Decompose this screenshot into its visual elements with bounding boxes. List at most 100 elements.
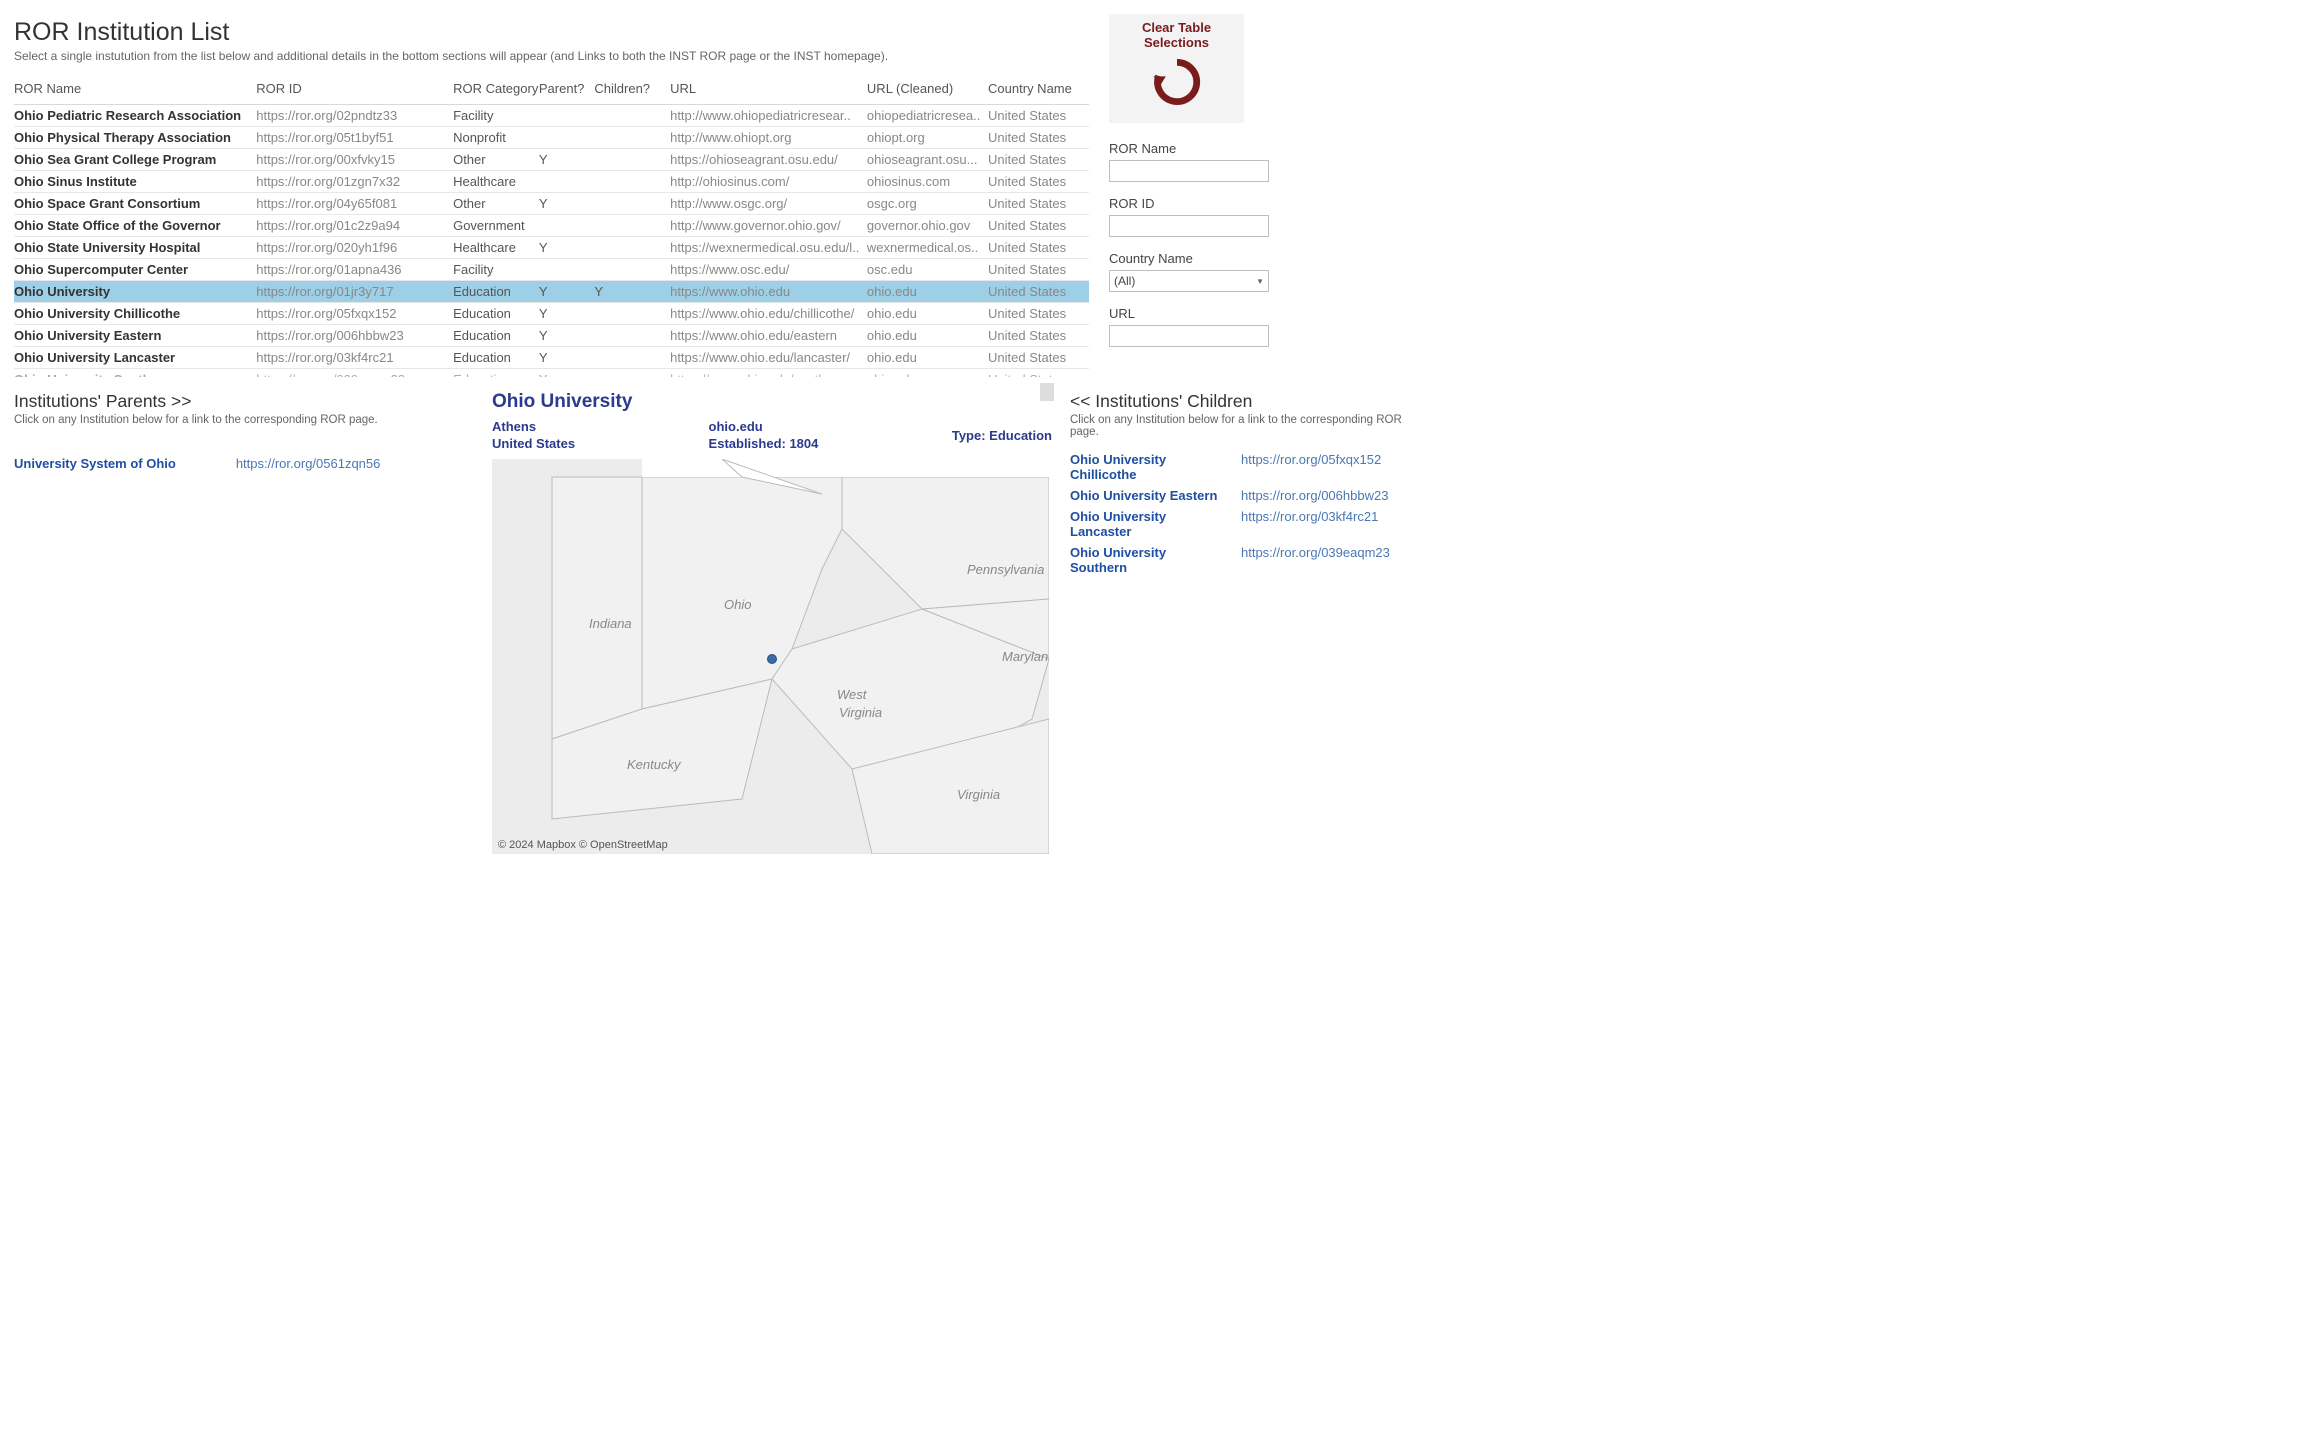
filter-ror-name: ROR Name [1109, 141, 1419, 182]
cell-url-cleaned: ohiopediatricresea.. [867, 105, 988, 127]
filter-ror-name-input[interactable] [1109, 160, 1269, 182]
table-row[interactable]: Ohio Pediatric Research Associationhttps… [14, 105, 1089, 127]
table-row[interactable]: Ohio University Chillicothehttps://ror.o… [14, 303, 1089, 325]
cell-url-cleaned: ohio.edu [867, 281, 988, 303]
table-row[interactable]: Ohio State Office of the Governorhttps:/… [14, 215, 1089, 237]
table-row[interactable]: Ohio Space Grant Consortiumhttps://ror.o… [14, 193, 1089, 215]
table-row[interactable]: Ohio Physical Therapy Associationhttps:/… [14, 127, 1089, 149]
cell-ror-id: https://ror.org/04y65f081 [256, 193, 453, 215]
cell-children-flag [594, 303, 670, 325]
cell-name: Ohio University Southern [14, 369, 256, 378]
child-link-row[interactable]: Ohio University Lancasterhttps://ror.org… [1070, 509, 1419, 539]
cell-children-flag [594, 105, 670, 127]
cell-children-flag [594, 215, 670, 237]
cell-url-cleaned: ohiopt.org [867, 127, 988, 149]
col-ror-name[interactable]: ROR Name [14, 77, 256, 105]
cell-parent-flag: Y [539, 347, 595, 369]
cell-name: Ohio University [14, 281, 256, 303]
detail-country: United States [492, 436, 575, 451]
cell-category: Education [453, 369, 539, 378]
cell-country: United States [988, 347, 1089, 369]
cell-url-cleaned: ohioseagrant.osu... [867, 149, 988, 171]
cell-ror-id: https://ror.org/039eaqm23 [256, 369, 453, 378]
detail-map[interactable]: OhioPennsylvaniaIndianaWestVirginiaMaryl… [492, 459, 1049, 854]
filter-ror-id-label: ROR ID [1109, 196, 1419, 211]
cell-children-flag [594, 193, 670, 215]
cell-category: Other [453, 149, 539, 171]
map-marker-icon [767, 654, 777, 664]
child-link-row[interactable]: Ohio University Southernhttps://ror.org/… [1070, 545, 1419, 575]
filters-panel: Clear Table Selections ROR Name ROR ID C… [1109, 14, 1419, 377]
detail-domain[interactable]: ohio.edu [709, 419, 819, 434]
filter-ror-id: ROR ID [1109, 196, 1419, 237]
cell-url-cleaned: osc.edu [867, 259, 988, 281]
cell-parent-flag [539, 259, 595, 281]
cell-url-cleaned: ohio.edu [867, 369, 988, 378]
cell-name: Ohio State University Hospital [14, 237, 256, 259]
cell-name: Ohio University Eastern [14, 325, 256, 347]
table-row[interactable]: Ohio Sinus Institutehttps://ror.org/01zg… [14, 171, 1089, 193]
table-row[interactable]: Ohio University Lancasterhttps://ror.org… [14, 347, 1089, 369]
parent-ror-url: https://ror.org/0561zqn56 [236, 456, 381, 471]
parent-link-row[interactable]: University System of Ohiohttps://ror.org… [14, 456, 474, 471]
cell-children-flag [594, 237, 670, 259]
child-institution-name: Ohio University Eastern [1070, 488, 1225, 503]
cell-country: United States [988, 303, 1089, 325]
scrollbar-thumb[interactable] [1040, 383, 1054, 401]
col-country[interactable]: Country Name [988, 77, 1089, 105]
cell-ror-id: https://ror.org/006hbbw23 [256, 325, 453, 347]
cell-url-cleaned: wexnermedical.os.. [867, 237, 988, 259]
institution-table: ROR Name ROR ID ROR Category Parent? Chi… [14, 77, 1089, 377]
table-header-row: ROR Name ROR ID ROR Category Parent? Chi… [14, 77, 1089, 105]
filter-country: Country Name (All) ▼ [1109, 251, 1419, 292]
table-row[interactable]: Ohio University Easternhttps://ror.org/0… [14, 325, 1089, 347]
filter-country-select[interactable]: (All) ▼ [1109, 270, 1269, 292]
cell-url-cleaned: osgc.org [867, 193, 988, 215]
cell-url-cleaned: ohio.edu [867, 347, 988, 369]
filter-country-label: Country Name [1109, 251, 1419, 266]
child-ror-url: https://ror.org/03kf4rc21 [1241, 509, 1378, 539]
table-row[interactable]: Ohio University Southernhttps://ror.org/… [14, 369, 1089, 378]
cell-category: Healthcare [453, 237, 539, 259]
cell-country: United States [988, 215, 1089, 237]
refresh-icon [1149, 54, 1205, 110]
child-institution-name: Ohio University Chillicothe [1070, 452, 1225, 482]
cell-name: Ohio Space Grant Consortium [14, 193, 256, 215]
parents-panel-sub: Click on any Institution below for a lin… [14, 414, 474, 426]
cell-url-cleaned: ohiosinus.com [867, 171, 988, 193]
main-list-panel: ROR Institution List Select a single ins… [14, 14, 1089, 377]
cell-url-cleaned: governor.ohio.gov [867, 215, 988, 237]
table-row[interactable]: Ohio Universityhttps://ror.org/01jr3y717… [14, 281, 1089, 303]
cell-category: Other [453, 193, 539, 215]
cell-parent-flag [539, 215, 595, 237]
cell-parent-flag: Y [539, 149, 595, 171]
col-url[interactable]: URL [670, 77, 867, 105]
cell-country: United States [988, 193, 1089, 215]
col-parent[interactable]: Parent? [539, 77, 595, 105]
table-row[interactable]: Ohio Sea Grant College Programhttps://ro… [14, 149, 1089, 171]
table-row[interactable]: Ohio State University Hospitalhttps://ro… [14, 237, 1089, 259]
cell-category: Healthcare [453, 171, 539, 193]
parents-panel: Institutions' Parents >> Click on any In… [14, 391, 474, 854]
cell-parent-flag: Y [539, 369, 595, 378]
filter-url-input[interactable] [1109, 325, 1269, 347]
cell-ror-id: https://ror.org/02pndtz33 [256, 105, 453, 127]
child-link-row[interactable]: Ohio University Easternhttps://ror.org/0… [1070, 488, 1419, 503]
col-ror-id[interactable]: ROR ID [256, 77, 453, 105]
cell-parent-flag [539, 171, 595, 193]
clear-selections-button[interactable]: Clear Table Selections [1109, 14, 1244, 123]
filter-url-label: URL [1109, 306, 1419, 321]
children-panel-sub: Click on any Institution below for a lin… [1070, 414, 1419, 438]
cell-children-flag [594, 259, 670, 281]
child-link-row[interactable]: Ohio University Chillicothehttps://ror.o… [1070, 452, 1419, 482]
cell-url: https://ohioseagrant.osu.edu/ [670, 149, 867, 171]
children-panel-title: << Institutions' Children [1070, 391, 1419, 412]
cell-children-flag [594, 171, 670, 193]
cell-parent-flag: Y [539, 303, 595, 325]
filter-ror-id-input[interactable] [1109, 215, 1269, 237]
col-url-cleaned[interactable]: URL (Cleaned) [867, 77, 988, 105]
col-ror-category[interactable]: ROR Category [453, 77, 539, 105]
col-children[interactable]: Children? [594, 77, 670, 105]
table-row[interactable]: Ohio Supercomputer Centerhttps://ror.org… [14, 259, 1089, 281]
cell-category: Facility [453, 105, 539, 127]
